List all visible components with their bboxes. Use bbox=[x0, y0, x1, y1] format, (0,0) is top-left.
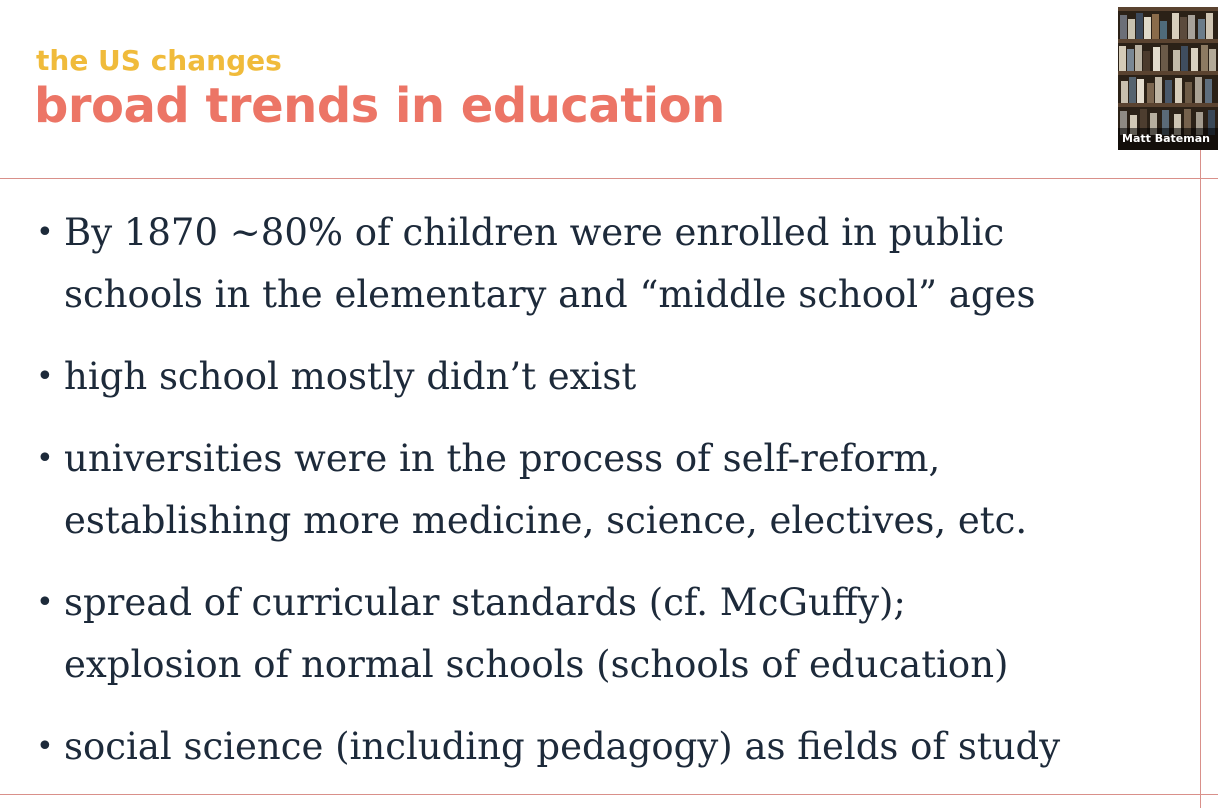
book bbox=[1201, 45, 1208, 71]
book bbox=[1196, 112, 1203, 135]
book bbox=[1209, 49, 1216, 71]
bullet-list: • By 1870 ~80% of children were enrolled… bbox=[36, 202, 1186, 798]
book bbox=[1144, 17, 1151, 39]
bullet-line: By 1870 ~80% of children were enrolled i… bbox=[64, 211, 1005, 254]
book bbox=[1143, 51, 1150, 71]
bullet-dot-icon: • bbox=[36, 215, 54, 250]
bullet-item: • By 1870 ~80% of children were enrolled… bbox=[36, 202, 1186, 326]
book bbox=[1191, 48, 1198, 71]
bookshelf-board bbox=[1118, 71, 1218, 75]
book bbox=[1174, 114, 1181, 135]
book bbox=[1185, 82, 1192, 103]
book bbox=[1205, 79, 1212, 103]
right-divider-line bbox=[1200, 150, 1201, 808]
book bbox=[1175, 78, 1182, 103]
book bbox=[1121, 81, 1128, 103]
book bbox=[1147, 83, 1154, 103]
book bbox=[1198, 19, 1205, 39]
book bbox=[1206, 13, 1213, 39]
book bbox=[1135, 45, 1142, 71]
participant-video-tile[interactable]: Matt Bateman bbox=[1118, 7, 1218, 150]
book bbox=[1119, 46, 1126, 71]
bookshelf-board bbox=[1118, 7, 1218, 11]
bullet-item: • universities were in the process of se… bbox=[36, 428, 1186, 552]
bullet-line: spread of curricular standards (cf. McGu… bbox=[64, 581, 906, 624]
bookshelf-row bbox=[1118, 43, 1218, 71]
book bbox=[1161, 45, 1168, 71]
book bbox=[1180, 17, 1187, 39]
book bbox=[1188, 15, 1195, 39]
bullet-line: universities were in the process of self… bbox=[64, 437, 941, 480]
bookshelf-row bbox=[1118, 11, 1218, 39]
book bbox=[1162, 110, 1169, 135]
bullet-dot-icon: • bbox=[36, 585, 54, 620]
book bbox=[1120, 15, 1127, 39]
bullet-line: high school mostly didn’t exist bbox=[64, 355, 637, 398]
book bbox=[1153, 47, 1160, 71]
bookshelf-board bbox=[1118, 103, 1218, 107]
book bbox=[1129, 77, 1136, 103]
bullet-line: explosion of normal schools (schools of … bbox=[64, 643, 1009, 686]
book bbox=[1172, 13, 1179, 39]
bullet-line: schools in the elementary and “middle sc… bbox=[64, 273, 1036, 316]
bookshelf-row bbox=[1118, 75, 1218, 103]
top-divider-line bbox=[0, 178, 1218, 179]
bullet-item: • social science (including pedagogy) as… bbox=[36, 716, 1186, 778]
bullet-dot-icon: • bbox=[36, 359, 54, 394]
book bbox=[1184, 109, 1191, 135]
book bbox=[1150, 113, 1157, 135]
book bbox=[1128, 19, 1135, 39]
slide-subtitle: the US changes bbox=[36, 44, 282, 77]
bookshelf-row bbox=[1118, 107, 1218, 135]
book bbox=[1140, 109, 1147, 135]
bullet-item: • high school mostly didn’t exist bbox=[36, 346, 1186, 408]
book bbox=[1181, 46, 1188, 71]
bullet-line: establishing more medicine, science, ele… bbox=[64, 499, 1028, 542]
book bbox=[1136, 13, 1143, 39]
slide-title: broad trends in education bbox=[34, 78, 725, 134]
book bbox=[1208, 110, 1215, 135]
book bbox=[1195, 77, 1202, 103]
book bbox=[1165, 80, 1172, 103]
bullet-dot-icon: • bbox=[36, 441, 54, 476]
book bbox=[1152, 14, 1159, 39]
book bbox=[1120, 111, 1127, 135]
book bbox=[1155, 77, 1162, 103]
book bbox=[1130, 115, 1137, 135]
bullet-line: social science (including pedagogy) as f… bbox=[64, 725, 1061, 768]
participant-name-label: Matt Bateman bbox=[1118, 128, 1218, 150]
book bbox=[1127, 49, 1134, 71]
book bbox=[1160, 21, 1167, 39]
bullet-item: • spread of curricular standards (cf. Mc… bbox=[36, 572, 1186, 696]
book bbox=[1137, 79, 1144, 103]
bottom-divider-line bbox=[0, 794, 1218, 795]
bookshelf-board bbox=[1118, 39, 1218, 43]
book bbox=[1173, 50, 1180, 71]
bullet-dot-icon: • bbox=[36, 729, 54, 764]
